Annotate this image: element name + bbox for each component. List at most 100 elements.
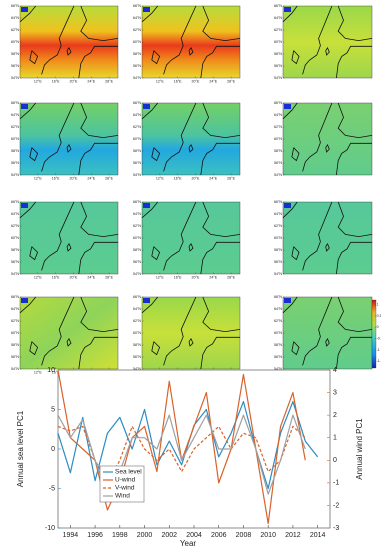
- lat-tick-label: 58°N: [11, 248, 19, 252]
- x-tick-label: 2014: [310, 532, 326, 539]
- lon-tick-label: 12°E: [156, 79, 164, 83]
- lon-tick-label: 20°E: [70, 176, 78, 180]
- lat-tick-label: 64°N: [133, 113, 141, 117]
- map-field: [19, 5, 119, 79]
- coastline: [337, 201, 373, 238]
- coastline: [78, 45, 118, 79]
- lat-tick-label: 60°N: [11, 331, 19, 335]
- colorbar-tick-label: -0.5: [377, 336, 381, 340]
- lat-tick-label: 62°N: [133, 28, 141, 32]
- lon-tick-label: 16°E: [174, 275, 182, 279]
- coastline: [200, 241, 240, 275]
- lat-tick-label: 58°N: [274, 248, 282, 252]
- lon-tick-label: 12°E: [34, 79, 42, 83]
- map-corner: [143, 203, 150, 208]
- series-line: [57, 414, 306, 495]
- lat-tick-label: 56°N: [274, 161, 282, 165]
- lat-tick-label: 54°N: [133, 173, 141, 177]
- colorbar-tick-label: 1: [377, 302, 379, 306]
- lat-tick-label: 60°N: [133, 331, 141, 335]
- lon-tick-label: 12°E: [34, 176, 42, 180]
- coastline: [29, 147, 39, 162]
- lat-tick-label: 58°N: [11, 52, 19, 56]
- lat-tick-label: 60°N: [11, 40, 19, 44]
- lon-tick-label: 16°E: [174, 79, 182, 83]
- lat-tick-label: 56°N: [133, 260, 141, 264]
- map-panel: 66°N 64°N 62°N 60°N 58°N 56°N 54°N 12°E 16°E 20°E…: [133, 4, 241, 83]
- map-corner: [21, 298, 28, 303]
- map-corner: [143, 298, 150, 303]
- y-tick-label: 10: [47, 367, 55, 374]
- y2-tick-label: 1: [333, 435, 337, 442]
- lat-tick-label: 64°N: [11, 212, 19, 216]
- lat-tick-label: 56°N: [133, 355, 141, 359]
- map-panel: 66°N 64°N 62°N 60°N 58°N 56°N 54°N 12°E 16°E 20°E…: [11, 4, 119, 83]
- lat-tick-label: 64°N: [133, 212, 141, 216]
- x-tick-label: 2012: [285, 532, 301, 539]
- coastline: [337, 296, 373, 333]
- y2-tick-label: 4: [333, 367, 337, 374]
- map-corner: [143, 104, 150, 109]
- coastline: [41, 201, 75, 271]
- y-tick-label: -5: [49, 485, 55, 492]
- lat-tick-label: 62°N: [11, 319, 19, 323]
- lat-tick-label: 54°N: [133, 272, 141, 276]
- lat-tick-label: 66°N: [274, 101, 282, 105]
- lat-tick-label: 58°N: [133, 248, 141, 252]
- map-field: [19, 102, 119, 176]
- coastline: [141, 296, 159, 314]
- y2-tick-label: -1: [333, 480, 339, 487]
- lon-tick-label: 16°E: [52, 176, 60, 180]
- coastline: [151, 147, 161, 162]
- coastline: [282, 296, 298, 314]
- lat-tick-label: 56°N: [133, 161, 141, 165]
- legend-label: Sea level: [115, 469, 142, 476]
- lon-tick-label: 12°E: [156, 275, 164, 279]
- lat-tick-label: 66°N: [274, 4, 282, 8]
- lon-tick-label: 28°E: [227, 275, 235, 279]
- lat-tick-label: 64°N: [133, 307, 141, 311]
- coastline: [302, 201, 333, 271]
- map-corner: [21, 203, 28, 208]
- lat-tick-label: 54°N: [274, 173, 282, 177]
- coastline: [291, 50, 300, 65]
- lon-tick-label: 28°E: [105, 176, 113, 180]
- coastline: [29, 246, 39, 261]
- x-tick-label: 2002: [161, 532, 177, 539]
- colorbar-tick-label: 0.5: [377, 314, 381, 318]
- coastline: [291, 341, 300, 356]
- lat-tick-label: 60°N: [133, 236, 141, 240]
- x-axis-label: Year: [180, 539, 197, 548]
- lon-tick-label: 12°E: [156, 176, 164, 180]
- x-tick-label: 2000: [137, 532, 153, 539]
- coastline: [41, 102, 75, 172]
- coastline: [163, 102, 197, 172]
- coastline: [202, 5, 241, 42]
- lat-tick-label: 60°N: [274, 137, 282, 141]
- coastline: [302, 102, 333, 172]
- map-panels: 66°N 64°N 62°N 60°N 58°N 56°N 54°N 12°E 16°E 20°E…: [11, 4, 381, 375]
- coastline: [151, 50, 161, 65]
- coastline: [337, 5, 373, 42]
- lat-tick-label: 54°N: [133, 367, 141, 371]
- lat-tick-label: 58°N: [274, 149, 282, 153]
- coastline: [66, 338, 72, 347]
- coastline: [19, 102, 37, 120]
- x-tick-label: 2008: [236, 532, 252, 539]
- coastline: [29, 341, 39, 356]
- lat-tick-label: 54°N: [133, 76, 141, 80]
- x-tick-label: 2010: [260, 532, 276, 539]
- coastline: [80, 201, 119, 238]
- map-corner: [21, 104, 28, 109]
- lat-tick-label: 66°N: [274, 295, 282, 299]
- y-tick-label: 5: [51, 406, 55, 413]
- coastline: [141, 102, 159, 120]
- lat-tick-label: 56°N: [11, 355, 19, 359]
- coastline: [200, 45, 240, 79]
- lon-tick-label: 12°E: [34, 370, 42, 374]
- lat-tick-label: 64°N: [274, 212, 282, 216]
- lat-tick-label: 66°N: [274, 200, 282, 204]
- lat-tick-label: 64°N: [11, 307, 19, 311]
- map-field: [141, 5, 241, 79]
